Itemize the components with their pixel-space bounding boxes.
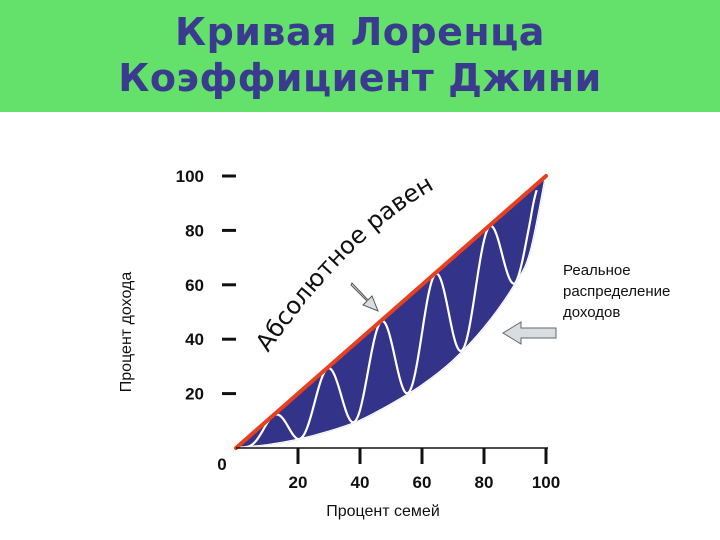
x-tick-label: 20: [289, 473, 308, 492]
equality-arrow-icon: [350, 282, 379, 312]
distribution-arrow-icon: [502, 321, 557, 345]
x-tick-label: 60: [413, 473, 432, 492]
distribution-annotation-line: доходов: [563, 304, 620, 321]
lorenz-curve: [236, 176, 546, 448]
y-tick-label: 60: [185, 276, 204, 295]
equality-line: [234, 174, 548, 450]
title-bar: Кривая Лоренца Коэффициент Джини: [0, 0, 720, 112]
slide-subtitle: Коэффициент Джини: [118, 56, 602, 100]
y-axis-label: Процент дохода: [118, 272, 135, 393]
y-tick-label: 40: [185, 330, 204, 349]
x-tick-label: 0: [217, 455, 226, 474]
distribution-annotation-line: распределение: [563, 283, 670, 300]
slide-title: Кривая Лоренца: [175, 10, 545, 54]
x-tick-label: 100: [532, 473, 560, 492]
x-axis-label: Процент семей: [326, 503, 440, 520]
x-tick-label: 40: [351, 473, 370, 492]
x-tick-label: 80: [475, 473, 494, 492]
distribution-annotation-line: Реальное: [563, 262, 631, 279]
y-tick-label: 80: [185, 221, 204, 240]
y-tick-label: 20: [185, 385, 204, 404]
y-tick-label: 100: [176, 167, 204, 186]
